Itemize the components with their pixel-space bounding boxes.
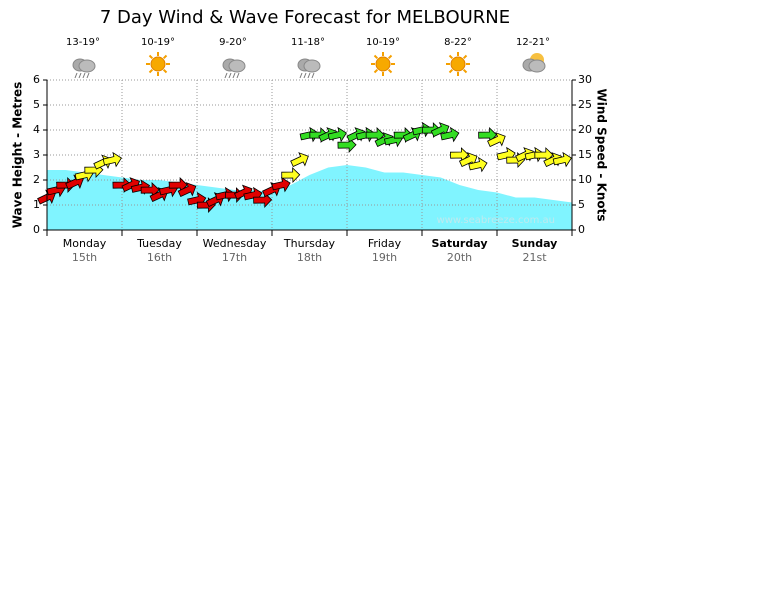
y2-tick-label: 25: [578, 98, 592, 111]
wind-arrow: [253, 192, 273, 208]
wind-arrow: [102, 151, 122, 168]
temp-label: 13-19°: [66, 37, 100, 48]
wind-arrow: [440, 126, 460, 143]
sun: [150, 56, 166, 72]
sun-ray: [148, 68, 154, 74]
day-label: Thursday: [283, 237, 336, 250]
temp-label: 11-18°: [291, 37, 325, 48]
temp-label: 9-20°: [219, 37, 247, 48]
wind-arrow: [327, 126, 347, 143]
watermark: www.seabreeze.com.au: [437, 215, 555, 226]
plot-layer: [47, 165, 572, 230]
wind-arrow: [271, 176, 291, 193]
temp-label: 8-22°: [444, 37, 472, 48]
day-label: Sunday: [512, 237, 558, 250]
y2-tick-label: 5: [578, 198, 585, 211]
rain: [228, 72, 232, 79]
y-tick-label: 2: [33, 173, 40, 186]
y-axis-label: Wave Height - Metres: [11, 82, 25, 229]
weather-icon: [371, 52, 395, 76]
day-label: Wednesday: [203, 237, 267, 250]
cloud: [528, 59, 546, 73]
sun-ray: [373, 68, 379, 74]
temp-label: 10-19°: [141, 37, 175, 48]
rain: [82, 72, 86, 79]
y-tick-label: 6: [33, 73, 40, 86]
weather-icon: [72, 58, 96, 79]
wind-arrow: [365, 127, 385, 143]
wave-area: [47, 165, 572, 230]
weather-icon: [222, 58, 246, 79]
wind-arrow: [337, 137, 357, 153]
wind-arrow: [478, 127, 498, 143]
sun-ray: [387, 54, 393, 60]
y2-tick-label: 15: [578, 148, 592, 161]
y2-axis-label: Wind Speed - Knots: [595, 88, 609, 221]
date-label: 17th: [222, 251, 247, 264]
y-tick-label: 5: [33, 98, 40, 111]
y-tick-label: 3: [33, 148, 40, 161]
date-label: 16th: [147, 251, 172, 264]
day-label: Tuesday: [136, 237, 182, 250]
rain: [307, 72, 311, 79]
rain: [299, 72, 303, 79]
wind-arrow: [281, 167, 301, 183]
sun-ray: [162, 68, 168, 74]
cloud: [303, 59, 321, 73]
date-label: 15th: [72, 251, 97, 264]
cloud: [228, 59, 246, 73]
sun: [450, 56, 466, 72]
day-label: Monday: [63, 237, 107, 250]
y-tick-label: 4: [33, 123, 40, 136]
weather-icon: [146, 52, 170, 76]
temp-label: 12-21°: [516, 37, 550, 48]
date-label: 18th: [297, 251, 322, 264]
weather-icon: [446, 52, 470, 76]
rain: [86, 72, 90, 79]
sun-ray: [462, 68, 468, 74]
weather-icon: [522, 53, 546, 73]
wind-arrow: [552, 151, 572, 168]
sun-ray: [373, 54, 379, 60]
y2-tick-label: 0: [578, 223, 585, 236]
rain: [74, 72, 78, 79]
cloud: [78, 59, 96, 73]
day-label: Friday: [368, 237, 402, 250]
wind-arrow: [140, 182, 160, 198]
y2-tick-label: 20: [578, 123, 592, 136]
rain: [311, 72, 315, 79]
sun-ray: [448, 68, 454, 74]
wind-arrow: [534, 147, 554, 163]
day-label: Saturday: [432, 237, 488, 250]
wind-arrow: [168, 177, 188, 193]
sun: [375, 56, 391, 72]
sun-ray: [448, 54, 454, 60]
date-label: 20th: [447, 251, 472, 264]
y-tick-label: 0: [33, 223, 40, 236]
sun-ray: [148, 54, 154, 60]
date-label: 19th: [372, 251, 397, 264]
rain: [232, 72, 236, 79]
rain: [236, 72, 240, 79]
date-label: 21st: [522, 251, 547, 264]
wind-arrow: [449, 147, 470, 163]
y2-tick-label: 30: [578, 73, 592, 86]
sun-ray: [387, 68, 393, 74]
sun-ray: [162, 54, 168, 60]
wind-arrow: [468, 156, 488, 173]
y2-tick-label: 10: [578, 173, 592, 186]
wind-arrow: [177, 182, 197, 198]
temp-label: 10-19°: [366, 37, 400, 48]
rain: [303, 72, 307, 79]
wind-arrow: [290, 152, 309, 168]
rain: [78, 72, 82, 79]
weather-icon: [297, 58, 321, 79]
sun-ray: [462, 54, 468, 60]
chart-title: 7 Day Wind & Wave Forecast for MELBOURNE: [100, 7, 510, 28]
rain: [224, 72, 228, 79]
wind-arrow: [487, 132, 506, 148]
y-tick-label: 1: [33, 198, 40, 211]
